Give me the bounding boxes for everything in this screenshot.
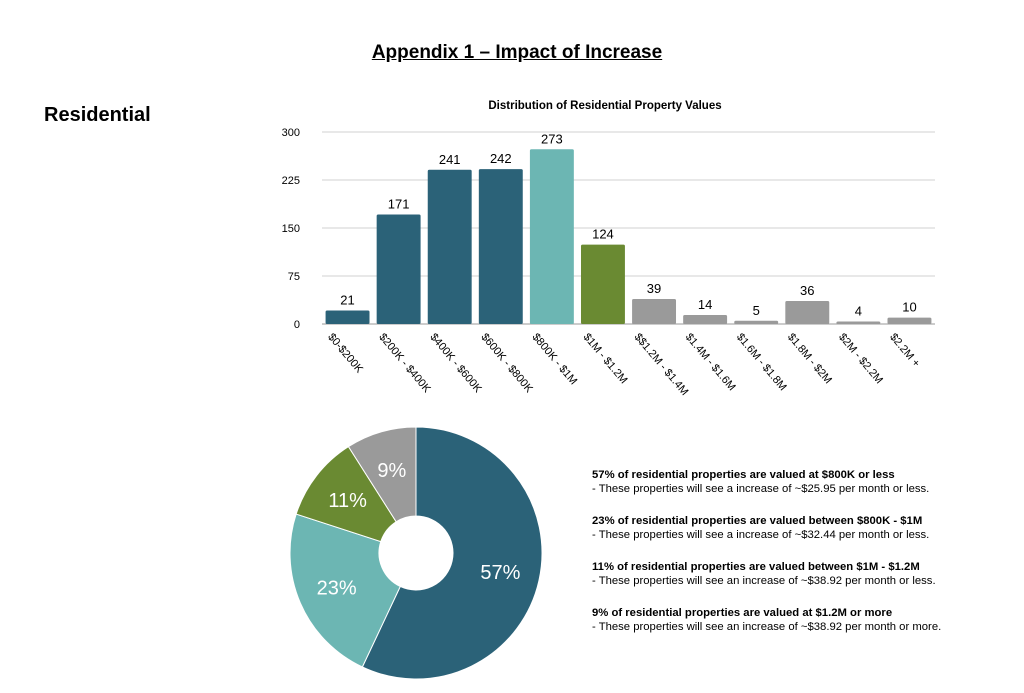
bar-value-label: 5 <box>753 303 760 318</box>
donut-slice-label: 11% <box>328 490 367 512</box>
bar-value-label: 21 <box>340 293 354 308</box>
donut-slice-label: 9% <box>377 460 406 482</box>
y-tick-label: 75 <box>288 271 300 283</box>
summary-note-heading: 23% of residential properties are valued… <box>592 515 923 527</box>
bar-value-label: 4 <box>855 303 862 318</box>
bar <box>427 169 472 324</box>
bar-value-label: 273 <box>541 131 563 146</box>
bar <box>325 310 370 324</box>
bar-chart-title: Distribution of Residential Property Val… <box>488 100 721 112</box>
donut-slice <box>361 426 543 680</box>
bar-value-label: 14 <box>698 297 712 312</box>
bar-chart-y-axis: 0 75 150 225 300 <box>282 127 300 331</box>
bar-chart-bars <box>325 149 932 324</box>
summary-note-heading: 9% of residential properties are valued … <box>592 607 893 619</box>
donut-slice <box>347 426 417 523</box>
summary-note: 11% of residential properties are valued… <box>592 560 1012 588</box>
bar-value-label: 171 <box>388 197 410 212</box>
bar <box>887 317 932 324</box>
y-tick-label: 300 <box>282 127 300 139</box>
summary-note-detail: - These properties will see an increase … <box>592 575 936 587</box>
summary-note-detail: - These properties will see a increase o… <box>592 529 930 541</box>
summary-note: 23% of residential properties are valued… <box>592 514 1012 542</box>
summary-note: 9% of residential properties are valued … <box>592 606 1012 634</box>
bar <box>529 149 574 324</box>
summary-note-detail: - These properties will see an increase … <box>592 621 942 633</box>
bar-value-label: 242 <box>490 151 512 166</box>
bar <box>836 321 881 324</box>
donut-chart-slices <box>289 426 543 680</box>
section-heading: Residential <box>44 104 151 126</box>
bar <box>683 315 728 324</box>
bar-value-label: 36 <box>800 283 814 298</box>
summary-note-detail: - These properties will see a increase o… <box>592 483 930 495</box>
bar-chart-value-labels: 21 171 241 242 273 124 39 14 5 36 4 10 <box>340 131 916 318</box>
donut-slice-label: 57% <box>480 562 520 584</box>
page-title: Appendix 1 – Impact of Increase <box>371 42 663 63</box>
bar <box>632 299 677 324</box>
bar-chart: Distribution of Residential Property Val… <box>282 100 935 398</box>
bar <box>734 320 779 324</box>
y-tick-label: 0 <box>294 319 300 331</box>
y-tick-label: 225 <box>282 175 300 187</box>
bar <box>376 214 421 324</box>
donut-chart-labels: 57% 23% 11% 9% <box>317 460 521 599</box>
bar <box>785 300 830 324</box>
donut-slice <box>289 513 401 668</box>
summary-note: 57% of residential properties are valued… <box>592 468 1012 496</box>
bar <box>478 169 523 324</box>
bar <box>580 244 625 324</box>
bar-value-label: 241 <box>439 152 461 167</box>
bar-value-label: 10 <box>902 300 916 315</box>
bar-chart-grid <box>322 131 935 325</box>
summary-note-heading: 11% of residential properties are valued… <box>592 561 920 573</box>
y-tick-label: 150 <box>282 223 300 235</box>
bar-value-label: 124 <box>592 227 614 242</box>
donut-slice-label: 23% <box>317 577 357 599</box>
bar-value-label: 39 <box>647 281 661 296</box>
summary-notes: 57% of residential properties are valued… <box>592 468 1012 652</box>
summary-note-heading: 57% of residential properties are valued… <box>592 469 895 481</box>
